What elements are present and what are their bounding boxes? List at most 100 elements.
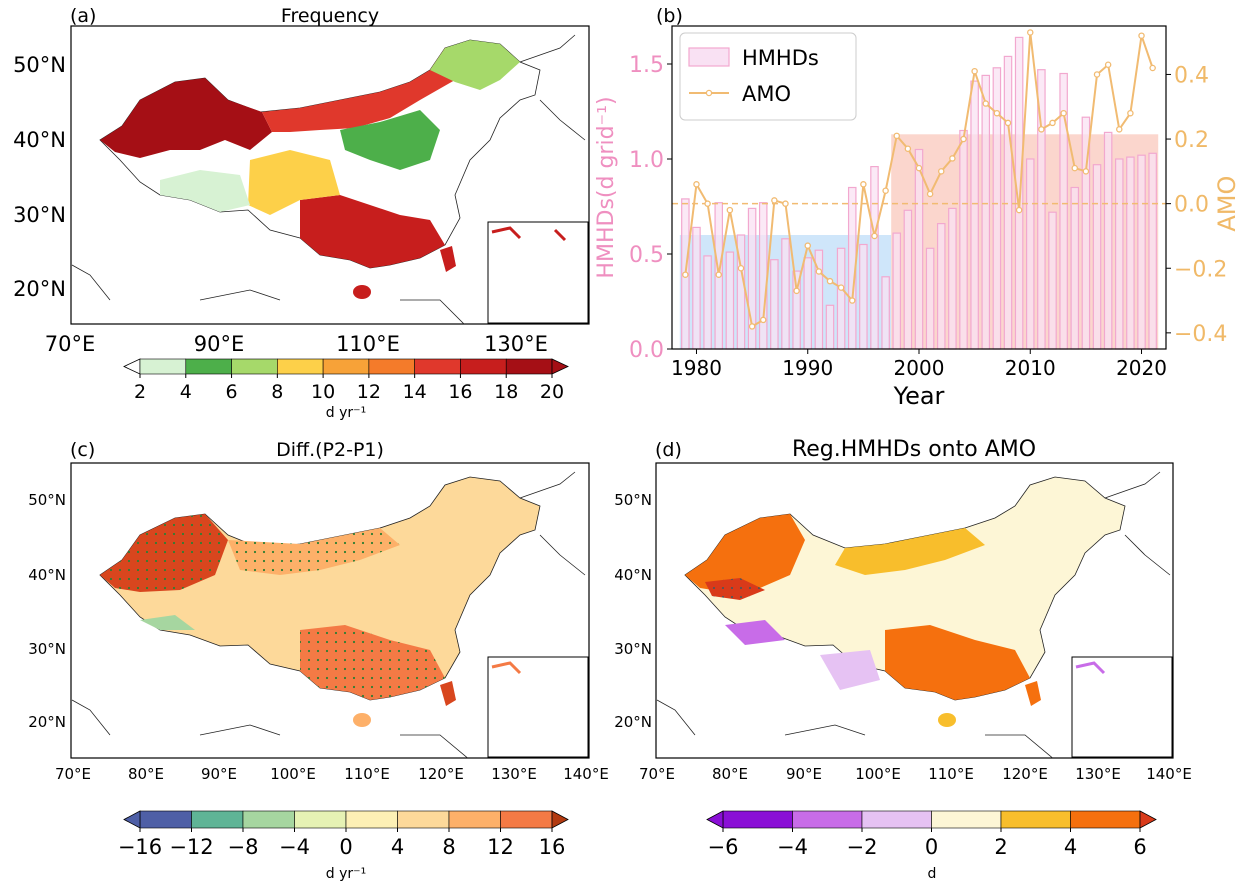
colorbar-tick-label: −6 bbox=[708, 835, 739, 859]
colorbar-tick-label: 12 bbox=[357, 381, 381, 403]
hmhd-bar bbox=[903, 209, 913, 350]
amo-point bbox=[1138, 32, 1145, 39]
panel-a: (a) Frequency 50°N 40°N 30°N bbox=[13, 5, 590, 421]
colorbar-segment bbox=[1000, 810, 1071, 829]
amo-point bbox=[682, 271, 689, 278]
amo-point bbox=[759, 316, 767, 324]
amo-point bbox=[904, 145, 912, 152]
amo-point bbox=[704, 200, 711, 207]
colorbar-segment bbox=[397, 810, 450, 829]
colorbar-extend-max bbox=[551, 358, 569, 375]
inset-coast bbox=[491, 661, 522, 675]
hmhd-bar bbox=[1126, 156, 1135, 350]
panel-a-lon-ticks: 70°E 90°E 110°E 130°E bbox=[45, 332, 548, 356]
lon-tick: 90°E bbox=[201, 765, 237, 783]
amo-point bbox=[938, 168, 945, 175]
colorbar-segment bbox=[414, 358, 461, 375]
y-tick-label: 1.0 bbox=[629, 148, 664, 173]
south-china-sea-inset bbox=[487, 221, 589, 324]
colorbar-extend-max bbox=[551, 810, 569, 829]
lon-tick: 100°E bbox=[855, 765, 901, 783]
panel-d: (d) Reg.HMHDs onto AMO 50°N 40°N 30°N 20… bbox=[614, 437, 1192, 882]
amo-point bbox=[826, 277, 834, 285]
hmhd-bar bbox=[970, 80, 979, 350]
hotspot-south bbox=[885, 625, 1030, 700]
amo-point bbox=[848, 297, 856, 304]
lon-tick: 130°E bbox=[484, 332, 548, 356]
hmhd-bar bbox=[981, 74, 991, 350]
hmhd-bar bbox=[1092, 164, 1102, 350]
hainan bbox=[353, 713, 371, 727]
panel-d-colorbar-unit: d bbox=[928, 866, 937, 882]
lon-tick: 70°E bbox=[45, 332, 96, 356]
panel-c-colorbar: −16 −12 −8 −4 0 4 8 12 16 bbox=[118, 810, 569, 859]
panel-c-map bbox=[71, 471, 589, 758]
colorbar-tick-label: 6 bbox=[1133, 835, 1146, 859]
lon-tick: 140°E bbox=[1146, 765, 1192, 783]
hmhd-bar bbox=[925, 247, 935, 350]
colorbar-segment bbox=[139, 358, 187, 375]
colorbar-extend-min bbox=[123, 810, 141, 829]
panel-c-title: Diff.(P2-P1) bbox=[276, 439, 384, 461]
colorbar-tick-label: 8 bbox=[271, 381, 283, 403]
colorbar-tick-label: 6 bbox=[226, 381, 238, 403]
lat-tick: 40°N bbox=[28, 566, 66, 584]
negative-area bbox=[140, 615, 195, 630]
colorbar-segment bbox=[505, 358, 553, 375]
amo-point bbox=[1060, 109, 1067, 117]
amo-point bbox=[715, 271, 722, 278]
lat-tick: 20°N bbox=[614, 713, 652, 731]
amo-point bbox=[993, 109, 1001, 117]
colorbar-tick-label: 14 bbox=[403, 381, 427, 403]
period-mean-shade bbox=[891, 134, 1159, 349]
hmhd-bar bbox=[1114, 158, 1124, 350]
amo-point bbox=[1104, 61, 1112, 69]
hmhd-bar bbox=[692, 226, 701, 350]
colorbar-tick-label: 2 bbox=[994, 835, 1007, 859]
panel-a-colorbar-unit: d yr⁻¹ bbox=[326, 405, 366, 421]
colorbar-segment bbox=[231, 358, 278, 375]
hmhd-bar bbox=[859, 243, 868, 350]
hmhd-bar bbox=[781, 238, 790, 350]
hmhd-bar bbox=[948, 207, 957, 350]
south-china-sea-inset bbox=[487, 656, 589, 758]
hmhd-bar bbox=[825, 304, 835, 350]
amo-point bbox=[882, 187, 889, 194]
lon-tick: 110°E bbox=[928, 765, 974, 783]
colorbar-segment bbox=[460, 358, 507, 375]
lon-tick: 110°E bbox=[344, 765, 390, 783]
colorbar-tick-label: 0 bbox=[339, 835, 352, 859]
amo-point bbox=[793, 287, 800, 295]
panel-d-map bbox=[656, 471, 1173, 758]
hmhd-bar bbox=[1025, 158, 1035, 350]
lon-tick: 120°E bbox=[1002, 765, 1048, 783]
lon-tick: 70°E bbox=[55, 765, 91, 783]
coastline bbox=[71, 471, 586, 758]
colorbar-segment bbox=[242, 810, 295, 829]
negative-area bbox=[725, 620, 785, 645]
lat-tick: 50°N bbox=[28, 491, 66, 509]
significance-stipple bbox=[228, 528, 400, 575]
y2-tick-label: 0.0 bbox=[1174, 193, 1209, 218]
north-band bbox=[835, 528, 985, 575]
hotspot-north-band bbox=[262, 42, 478, 132]
amo-point bbox=[815, 268, 823, 275]
colorbar-segment bbox=[191, 810, 244, 829]
colorbar-segment bbox=[1070, 810, 1141, 829]
colorbar-segment bbox=[368, 358, 415, 375]
central-yellow bbox=[248, 150, 340, 215]
hmhd-bar bbox=[803, 257, 813, 350]
y2-tick-label: 0.2 bbox=[1174, 128, 1209, 153]
panel-c-lat-ticks: 50°N 40°N 30°N 20°N bbox=[28, 491, 66, 731]
amo-point bbox=[804, 242, 811, 249]
colorbar-segment bbox=[185, 358, 232, 375]
amo-point bbox=[1116, 126, 1123, 133]
lat-tick: 50°N bbox=[614, 491, 652, 509]
panel-a-map bbox=[71, 34, 589, 324]
hmhd-bar bbox=[959, 129, 968, 350]
lat-tick: 20°N bbox=[28, 713, 66, 731]
taiwan bbox=[440, 246, 456, 272]
y-tick-label: 1.5 bbox=[629, 53, 664, 78]
colorbar-extend-max bbox=[1139, 810, 1157, 829]
colorbar-segment bbox=[931, 810, 1002, 829]
